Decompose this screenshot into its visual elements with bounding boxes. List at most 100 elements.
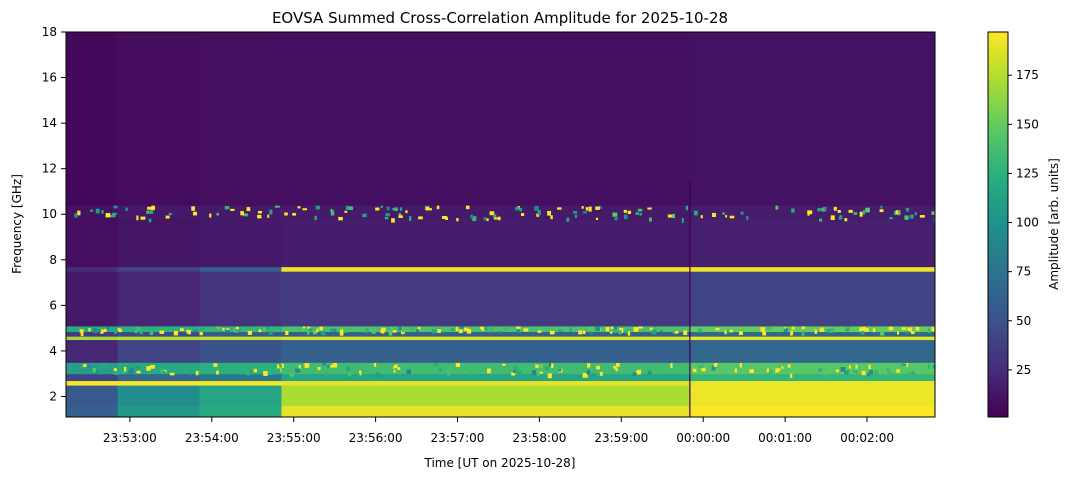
heatmap-cell	[281, 385, 690, 407]
rfi-speckle	[845, 328, 849, 332]
rfi-speckle	[545, 367, 549, 370]
rfi-speckle	[919, 215, 925, 218]
rfi-speckle	[613, 328, 617, 333]
rfi-speckle	[436, 205, 440, 210]
rfi-speckle	[734, 368, 737, 373]
rfi-speckle	[306, 329, 310, 335]
rfi-speckle	[582, 372, 588, 378]
rfi-speckle	[859, 211, 863, 217]
heatmap-cell	[66, 266, 119, 272]
rfi-speckle	[191, 206, 195, 211]
rfi-speckle	[685, 205, 688, 211]
rfi-speckle	[846, 326, 850, 331]
rfi-speckle	[114, 330, 117, 335]
rfi-speckle	[862, 210, 865, 215]
rfi-speckle	[74, 213, 78, 218]
rfi-speckle	[844, 218, 848, 222]
rfi-speckle	[393, 365, 396, 370]
rfi-speckle	[105, 212, 111, 218]
heatmap-cell	[66, 339, 119, 363]
rfi-speckle	[307, 326, 311, 329]
rfi-speckle	[394, 207, 398, 212]
rfi-speckle	[87, 364, 91, 368]
rfi-speckle	[859, 327, 864, 332]
rfi-speckle	[632, 372, 637, 376]
rfi-speckle	[787, 364, 791, 368]
rfi-speckle	[163, 371, 166, 375]
rfi-speckle	[79, 329, 84, 333]
heatmap-cell	[281, 32, 690, 206]
rfi-speckle	[384, 216, 389, 220]
rfi-speckle	[104, 326, 110, 330]
rfi-speckle	[470, 214, 474, 219]
plot-frame	[65, 31, 936, 418]
heatmap-cell	[281, 218, 690, 268]
rfi-speckle	[865, 207, 870, 213]
rfi-speckle	[276, 364, 280, 369]
rfi-speckle	[246, 207, 251, 212]
rfi-speckle	[393, 370, 396, 373]
rfi-speckle	[97, 329, 102, 333]
rfi-speckle	[113, 370, 119, 375]
heatmap-cell	[199, 385, 282, 407]
rfi-speckle	[401, 330, 406, 333]
rfi-speckle	[465, 205, 470, 210]
rfi-speckle	[147, 206, 153, 210]
rfi-speckle	[226, 328, 230, 331]
rfi-speckle	[481, 327, 485, 331]
rfi-speckle	[574, 214, 578, 218]
rfi-speckle	[216, 212, 219, 216]
rfi-speckle	[385, 213, 391, 216]
rfi-speckle	[99, 328, 105, 331]
rfi-speckle	[407, 328, 411, 332]
rfi-speckle	[287, 371, 291, 375]
rfi-speckle	[326, 365, 330, 368]
heatmap-cell	[199, 373, 282, 382]
rfi-speckle	[855, 364, 858, 369]
rfi-speckle	[649, 217, 652, 222]
rfi-speckle	[910, 331, 915, 335]
rfi-speckle	[83, 364, 87, 367]
rfi-speckle	[193, 326, 196, 329]
rfi-speckle	[889, 217, 893, 220]
rfi-speckle	[447, 371, 450, 377]
rfi-speckle	[103, 328, 107, 333]
rfi-speckle	[179, 328, 184, 331]
rfi-speckle	[151, 205, 155, 211]
rfi-speckle	[768, 370, 773, 375]
rfi-speckle	[739, 362, 742, 368]
rfi-speckle	[830, 215, 835, 221]
heatmap-cell	[689, 218, 935, 268]
rfi-speckle	[330, 210, 335, 216]
heatmap-cell	[117, 218, 201, 268]
x-tick-label: 23:55:00	[267, 431, 321, 445]
heatmap-cell	[199, 331, 282, 337]
rfi-speckle	[128, 370, 133, 375]
rfi-speckle	[456, 217, 459, 222]
y-axis: 2 4 6 8 10 12 14 16 18	[42, 25, 66, 403]
rfi-speckle	[309, 328, 313, 331]
rfi-speckle	[371, 331, 376, 334]
rfi-speckle	[470, 371, 474, 376]
heatmap-cell	[281, 336, 690, 341]
rfi-speckle	[302, 325, 306, 329]
rfi-speckle	[869, 369, 873, 375]
rfi-speckle	[193, 329, 199, 332]
rfi-speckle	[760, 327, 766, 332]
rfi-speckle	[537, 210, 541, 215]
heatmap-cell	[689, 385, 935, 407]
heatmap-cell	[689, 405, 935, 417]
rfi-speckle	[359, 370, 362, 376]
heatmap-cell	[66, 385, 119, 407]
rfi-speckle	[511, 372, 516, 376]
rfi-speckle	[667, 214, 672, 218]
rfi-speckle	[392, 207, 395, 211]
rfi-speckle	[117, 328, 121, 332]
rfi-speckle	[752, 328, 756, 332]
y-tick-label: 8	[49, 253, 57, 267]
rfi-speckle	[783, 329, 789, 332]
rfi-speckle	[628, 326, 632, 331]
rfi-speckle	[692, 368, 697, 373]
colorbar-tick-label: 50	[1016, 314, 1031, 328]
rfi-speckle	[548, 362, 552, 367]
